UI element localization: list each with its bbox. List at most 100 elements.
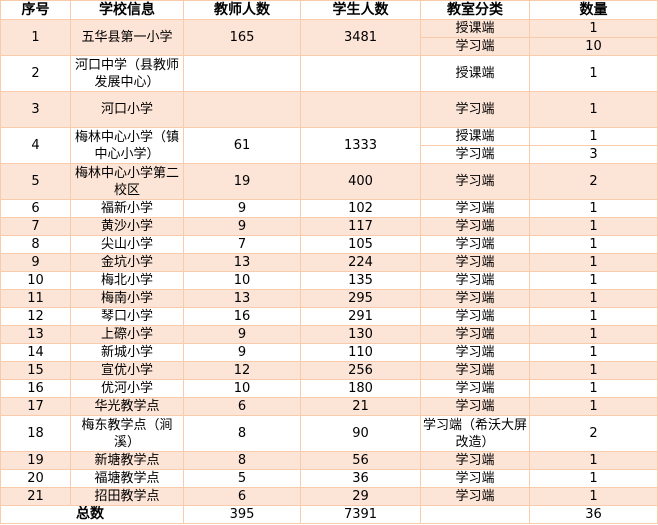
classroom-count: 1 xyxy=(529,487,658,506)
teacher-count: 9 xyxy=(183,343,301,362)
table-row: 16 优河小学 10 180 学习端 1 xyxy=(0,379,658,398)
school-name: 梅北小学 xyxy=(70,271,184,290)
classroom-type: 学习端 xyxy=(420,199,530,218)
school-name: 琴口小学 xyxy=(70,307,184,326)
row-number: 7 xyxy=(0,217,71,236)
school-name: 尖山小学 xyxy=(70,235,184,254)
student-count: 29 xyxy=(300,487,421,506)
header-count: 数量 xyxy=(529,0,658,20)
classroom-type: 学习端 xyxy=(420,163,530,200)
row-number: 17 xyxy=(0,397,71,416)
table-row: 学习端 10 xyxy=(1,37,658,56)
school-name: 黄沙小学 xyxy=(70,217,184,236)
classroom-count: 10 xyxy=(529,37,658,56)
row-number: 21 xyxy=(0,487,71,506)
total-students: 7391 xyxy=(300,505,421,524)
classroom-count: 1 xyxy=(529,451,658,470)
classroom-type: 学习端 xyxy=(420,217,530,236)
table-row: 15 宣优小学 12 256 学习端 1 xyxy=(0,361,658,380)
classroom-type: 学习端 xyxy=(420,397,530,416)
teacher-count: 12 xyxy=(183,361,301,380)
teacher-count: 9 xyxy=(183,199,301,218)
classroom-type: 学习端 xyxy=(420,379,530,398)
classroom-type: 学习端 xyxy=(420,325,530,344)
total-teachers: 395 xyxy=(183,505,301,524)
teacher-count: 7 xyxy=(183,235,301,254)
student-count: 295 xyxy=(300,289,421,308)
table-row: 19 新塘教学点 8 56 学习端 1 xyxy=(0,451,658,470)
student-count: 105 xyxy=(300,235,421,254)
table-row: 12 琴口小学 16 291 学习端 1 xyxy=(0,307,658,326)
teacher-count: 10 xyxy=(183,379,301,398)
classroom-count: 1 xyxy=(529,307,658,326)
table-row: 8 尖山小学 7 105 学习端 1 xyxy=(0,235,658,254)
teacher-count: 61 xyxy=(183,127,301,164)
classroom-type: 学习端 xyxy=(420,91,530,128)
classroom-count: 1 xyxy=(529,55,658,92)
total-count: 36 xyxy=(529,505,658,524)
header-type: 教室分类 xyxy=(420,0,530,20)
student-count: 3481 xyxy=(300,19,421,56)
classroom-count: 1 xyxy=(529,361,658,380)
school-name: 优河小学 xyxy=(70,379,184,398)
table-row: 20 福塘教学点 5 36 学习端 1 xyxy=(0,469,658,488)
row-number: 11 xyxy=(0,289,71,308)
school-name: 上磜小学 xyxy=(70,325,184,344)
teacher-count: 8 xyxy=(183,415,301,452)
school-name: 梅林中心小学（镇中心小学） xyxy=(70,127,184,164)
teacher-count: 9 xyxy=(183,217,301,236)
table-row: 13 上磜小学 9 130 学习端 1 xyxy=(0,325,658,344)
classroom-type: 学习端 xyxy=(420,271,530,290)
student-count: 102 xyxy=(300,199,421,218)
classroom-count: 1 xyxy=(529,289,658,308)
row-number: 13 xyxy=(0,325,71,344)
header-school: 学校信息 xyxy=(70,0,184,20)
classroom-type: 学习端（希沃大屏改造） xyxy=(420,415,530,452)
school-name: 河口中学（县教师发展中心） xyxy=(70,55,184,92)
classroom-type: 学习端 xyxy=(420,289,530,308)
classroom-count: 1 xyxy=(529,325,658,344)
student-count: 117 xyxy=(300,217,421,236)
row-number: 9 xyxy=(0,253,71,272)
teacher-count: 19 xyxy=(183,163,301,200)
student-count: 180 xyxy=(300,379,421,398)
row-number: 18 xyxy=(0,415,71,452)
student-count: 110 xyxy=(300,343,421,362)
classroom-count: 1 xyxy=(529,253,658,272)
header-students: 学生人数 xyxy=(300,0,421,20)
classroom-type: 学习端 xyxy=(420,343,530,362)
classroom-count: 1 xyxy=(529,91,658,128)
school-name: 华光教学点 xyxy=(70,397,184,416)
student-count: 21 xyxy=(300,397,421,416)
school-name: 梅林中心小学第二校区 xyxy=(70,163,184,200)
teacher-count: 13 xyxy=(183,253,301,272)
total-row: 总数 395 7391 36 xyxy=(0,505,658,524)
classroom-count: 1 xyxy=(529,127,658,146)
table-row: 17 华光教学点 6 21 学习端 1 xyxy=(0,397,658,416)
total-type xyxy=(420,505,530,524)
row-number: 3 xyxy=(0,91,71,128)
classroom-count: 1 xyxy=(529,19,658,38)
classroom-type: 学习端 xyxy=(420,469,530,488)
row-number: 1 xyxy=(0,19,71,56)
school-name: 宣优小学 xyxy=(70,361,184,380)
student-count: 291 xyxy=(300,307,421,326)
school-name: 五华县第一小学 xyxy=(70,19,184,56)
student-count: 56 xyxy=(300,451,421,470)
row-number: 12 xyxy=(0,307,71,326)
teacher-count: 6 xyxy=(183,487,301,506)
classroom-type: 学习端 xyxy=(420,451,530,470)
row-number: 14 xyxy=(0,343,71,362)
school-name: 河口小学 xyxy=(70,91,184,128)
table-row: 4 梅林中心小学（镇中心小学） 61 1333 授课端 1 xyxy=(0,127,658,164)
row-number: 2 xyxy=(0,55,71,92)
row-number: 8 xyxy=(0,235,71,254)
row-number: 5 xyxy=(0,163,71,200)
classroom-type: 学习端 xyxy=(420,235,530,254)
teacher-count: 165 xyxy=(183,19,301,56)
header-no: 序号 xyxy=(0,0,71,20)
teacher-count: 16 xyxy=(183,307,301,326)
teacher-count: 10 xyxy=(183,271,301,290)
school-name: 梅东教学点（涧溪） xyxy=(70,415,184,452)
teacher-count: 13 xyxy=(183,289,301,308)
